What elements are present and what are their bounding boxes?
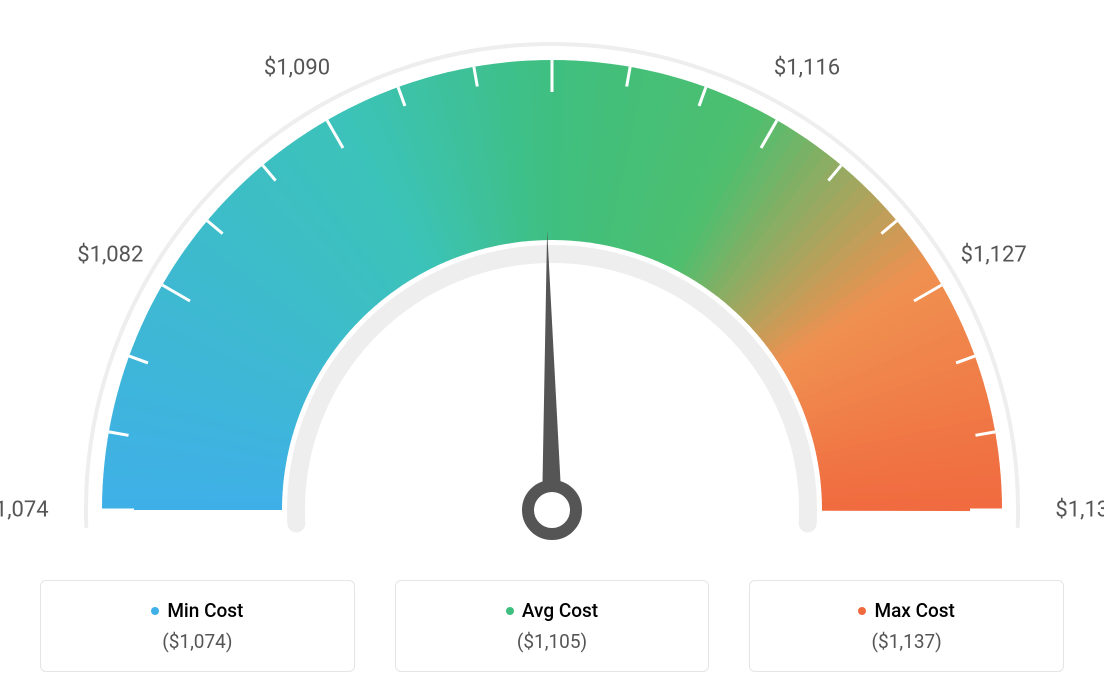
- legend-value-min: ($1,074): [51, 630, 344, 653]
- legend-title-min: Min Cost: [151, 599, 243, 622]
- gauge-scale-label: $1,116: [774, 56, 840, 81]
- legend-row: Min Cost ($1,074) Avg Cost ($1,105) Max …: [0, 580, 1104, 672]
- gauge-scale-label: $1,137: [1055, 498, 1104, 523]
- legend-dot-min: [151, 607, 159, 615]
- legend-title-max: Max Cost: [858, 599, 954, 622]
- legend-card-min: Min Cost ($1,074): [40, 580, 355, 672]
- legend-title-max-text: Max Cost: [874, 599, 954, 622]
- gauge-scale-label: $1,074: [0, 498, 49, 523]
- legend-value-max: ($1,137): [760, 630, 1053, 653]
- gauge-scale-label: $1,082: [77, 243, 143, 268]
- legend-dot-avg: [506, 607, 514, 615]
- gauge-scale-label: $1,090: [264, 56, 330, 81]
- legend-card-avg: Avg Cost ($1,105): [395, 580, 710, 672]
- legend-value-avg: ($1,105): [406, 630, 699, 653]
- legend-title-avg-text: Avg Cost: [522, 599, 598, 622]
- legend-dot-max: [858, 607, 866, 615]
- legend-card-max: Max Cost ($1,137): [749, 580, 1064, 672]
- gauge-scale-label: $1,127: [961, 243, 1027, 268]
- legend-title-min-text: Min Cost: [167, 599, 243, 622]
- legend-title-avg: Avg Cost: [506, 599, 598, 622]
- cost-gauge: $1,074$1,082$1,090$1,105$1,116$1,127$1,1…: [0, 0, 1104, 560]
- gauge-svg: [0, 0, 1104, 560]
